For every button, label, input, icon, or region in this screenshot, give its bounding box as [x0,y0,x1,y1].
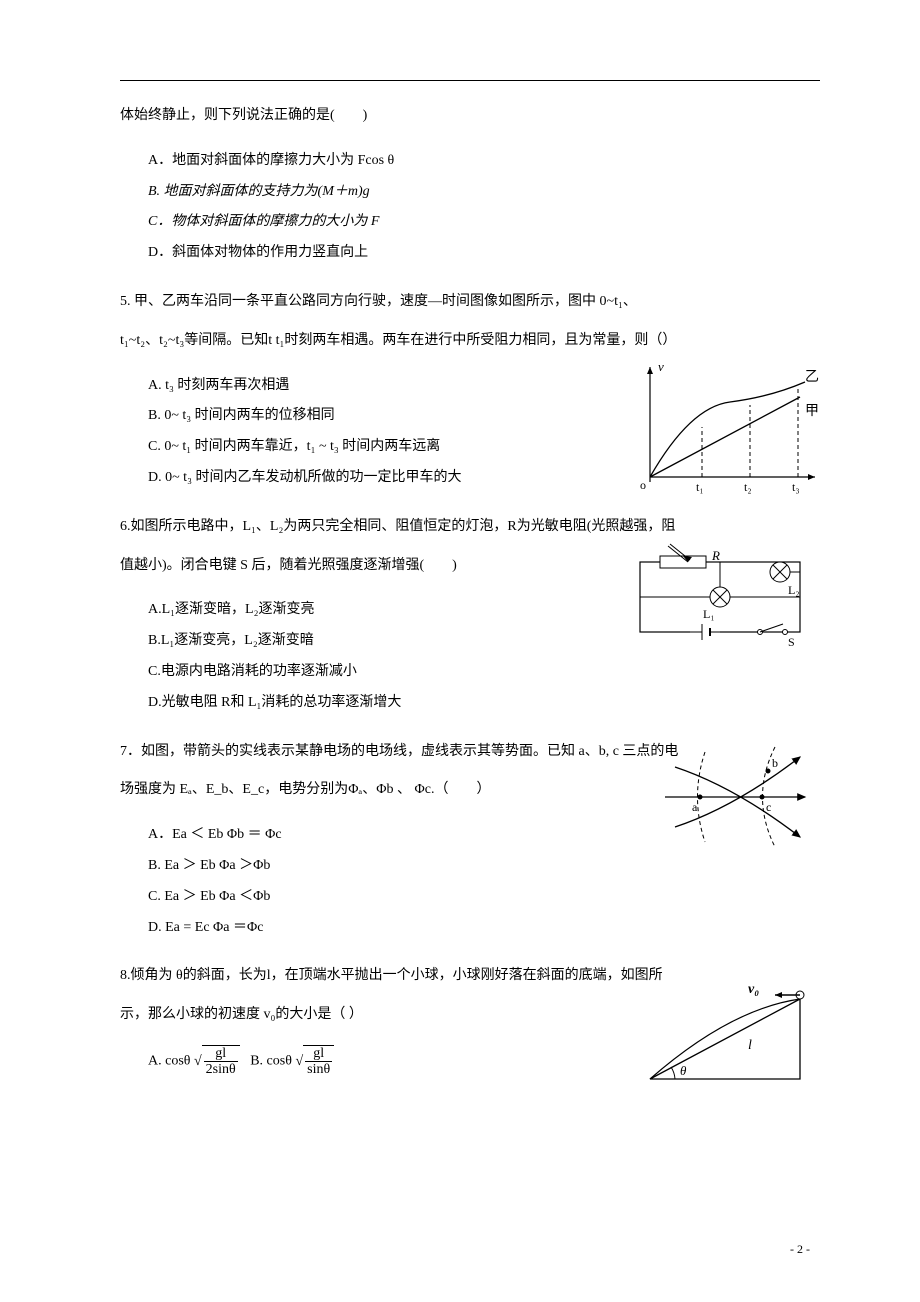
top-rule [120,80,820,81]
q8-option-a-prefix: A. cosθ [148,1054,190,1069]
q4-option-c: C．物体对斜面体的摩擦力的大小为 F [120,207,820,238]
question-7: 7．如图，带箭头的实线表示某静电场的电场线，虚线表示其等势面。已知 a、b, c… [120,737,820,944]
q8-option-b-prefix: B. cosθ [250,1054,292,1069]
field-lines-icon: a b c [650,737,820,857]
svg-text:L₁: L₁ [703,607,715,621]
svg-text:l: l [748,1038,752,1053]
q5-stem-1: 5. 甲、乙两车沿同一条平直公路同方向行驶，速度—时间图像如图所示，图中 0~t… [120,287,820,318]
incline-icon: v₀ l θ [630,979,820,1099]
question-8: 8.倾角为 θ的斜面，长为l，在顶端水平抛出一个小球，小球刚好落在斜面的底端，如… [120,961,820,1078]
page: 体始终静止，则下列说法正确的是( ) A．地面对斜面体的摩擦力大小为 Fcos … [0,0,920,1302]
vt-graph-icon: v o t₁ t₂ t₃ 乙 甲 [630,357,820,497]
question-4: 体始终静止，则下列说法正确的是( ) A．地面对斜面体的摩擦力大小为 Fcos … [120,101,820,269]
q6-stem-1: 6.如图所示电路中，L₁、L₂为两只完全相同、阻值恒定的灯泡，R为光敏电阻(光照… [120,512,820,543]
svg-text:L₂: L₂ [788,583,800,597]
svg-text:b: b [772,756,778,770]
svg-text:t₁: t₁ [696,480,704,494]
svg-text:o: o [640,478,646,492]
svg-text:c: c [766,800,771,814]
circuit-icon: R L₂ L₁ [620,542,820,652]
svg-text:t₂: t₂ [744,480,752,494]
q8-figure: v₀ l θ [630,979,820,1112]
q4-option-b: B. 地面对斜面体的支持力为(M＋m)g [120,177,820,208]
q6-option-d: D.光敏电阻 R和 L₁消耗的总功率逐渐增大 [120,688,820,719]
sqrt-icon: √ glsinθ [295,1045,334,1078]
q7-option-d: D. Ea = Ec Φa ＝Φc [120,913,820,944]
q6-figure: R L₂ L₁ [620,542,820,665]
q7-option-c: C. Ea ＞ Eb Φa ＜Φb [120,882,820,913]
svg-text:R: R [711,548,720,563]
q7-figure: a b c [650,737,820,870]
page-number: - 2 - [790,1236,810,1262]
svg-text:θ: θ [680,1063,687,1078]
sqrt-icon: √ gl2sinθ [194,1045,240,1078]
svg-text:v₀: v₀ [748,982,759,997]
q5-figure: v o t₁ t₂ t₃ 乙 甲 [630,357,820,510]
q4-option-a: A．地面对斜面体的摩擦力大小为 Fcos θ [120,146,820,177]
q4-option-d: D．斜面体对物体的作用力竖直向上 [120,238,820,269]
svg-text:t₃: t₃ [792,480,800,494]
svg-text:S: S [788,635,795,649]
svg-text:甲: 甲 [805,404,819,419]
svg-text:a: a [692,800,698,814]
svg-text:乙: 乙 [805,369,819,385]
question-6: 6.如图所示电路中，L₁、L₂为两只完全相同、阻值恒定的灯泡，R为光敏电阻(光照… [120,512,820,719]
svg-text:v: v [658,359,664,374]
question-5: 5. 甲、乙两车沿同一条平直公路同方向行驶，速度—时间图像如图所示，图中 0~t… [120,287,820,494]
q4-stem: 体始终静止，则下列说法正确的是( ) [120,101,820,132]
q5-stem-2: t₁~t₂、t₂~t₃等间隔。已知t t₁时刻两车相遇。两车在进行中所受阻力相同… [120,326,820,357]
